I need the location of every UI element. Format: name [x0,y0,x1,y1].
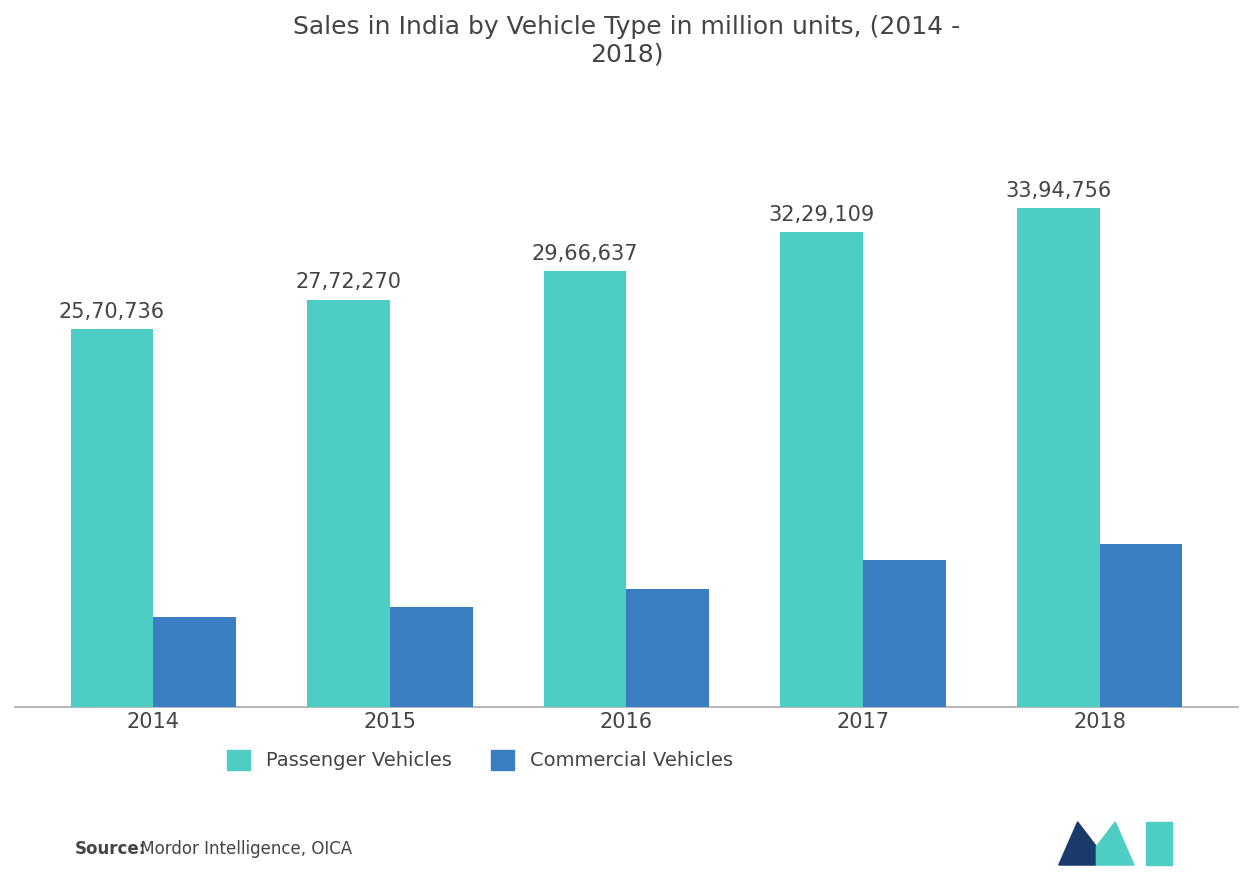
Bar [863,561,946,708]
Text: 32,29,109: 32,29,109 [768,205,875,225]
Polygon shape [1059,822,1096,865]
Polygon shape [1096,822,1134,865]
Bar [70,329,153,708]
Text: 33,94,756: 33,94,756 [1005,180,1111,201]
Bar [1017,208,1100,708]
Bar [153,617,236,708]
Text: Source:: Source: [75,840,147,858]
Text: 27,72,270: 27,72,270 [296,272,401,292]
Bar [390,606,472,708]
Legend: Passenger Vehicles, Commercial Vehicles: Passenger Vehicles, Commercial Vehicles [219,742,741,778]
Text: 29,66,637: 29,66,637 [531,244,638,264]
Polygon shape [1146,822,1172,865]
Bar [626,589,709,708]
Text: 25,70,736: 25,70,736 [59,302,165,322]
Bar [307,299,390,708]
Bar [781,232,863,708]
Title: Sales in India by Vehicle Type in million units, (2014 -
2018): Sales in India by Vehicle Type in millio… [293,15,960,67]
Bar [544,271,626,708]
Bar [1100,544,1183,708]
Text: Mordor Intelligence, OICA: Mordor Intelligence, OICA [135,840,352,858]
